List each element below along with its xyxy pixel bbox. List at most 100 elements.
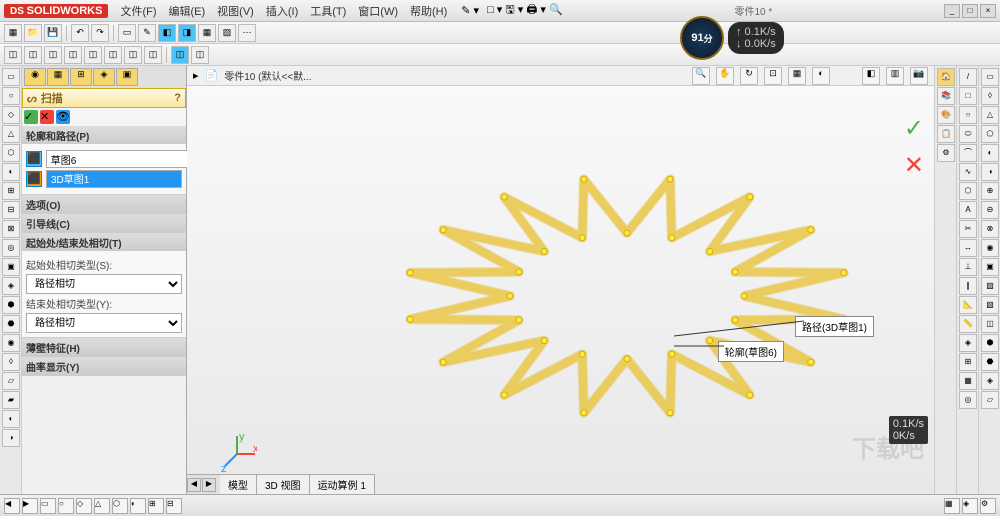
- tb-view4[interactable]: ▨: [218, 24, 236, 42]
- vp-view[interactable]: ▥: [886, 67, 904, 85]
- path-icon[interactable]: ⬛: [26, 171, 42, 187]
- rt1-4[interactable]: ⬭: [959, 125, 977, 143]
- ok-icon[interactable]: ✓: [24, 110, 38, 124]
- rt1-10[interactable]: ↔: [959, 239, 977, 257]
- view-triad[interactable]: x y z: [217, 434, 257, 474]
- fm-tab-2[interactable]: ▦: [47, 68, 69, 86]
- sb-5[interactable]: ◇: [76, 498, 92, 514]
- callout-path[interactable]: 路径(3D草图1): [795, 316, 874, 337]
- lt-3[interactable]: ◇: [2, 106, 20, 124]
- tab-3dview[interactable]: 3D 视图: [257, 475, 310, 494]
- menu-edit[interactable]: 编辑(E): [165, 1, 210, 21]
- close-button[interactable]: ×: [980, 4, 996, 18]
- rt2-16[interactable]: ⬣: [981, 353, 999, 371]
- part-name[interactable]: 零件10 (默认<<默...: [224, 68, 311, 83]
- tb2-1[interactable]: ◫: [4, 46, 22, 64]
- lt-4[interactable]: △: [2, 125, 20, 143]
- lt-2[interactable]: ○: [2, 87, 20, 105]
- sb-4[interactable]: ○: [58, 498, 74, 514]
- tab-motion[interactable]: 运动算例 1: [310, 475, 375, 494]
- rt2-3[interactable]: △: [981, 106, 999, 124]
- rt2-2[interactable]: ◊: [981, 87, 999, 105]
- rt2-7[interactable]: ⊕: [981, 182, 999, 200]
- rt2-14[interactable]: ◫: [981, 315, 999, 333]
- vp-rotate[interactable]: ↻: [740, 67, 758, 85]
- lt-5[interactable]: ⬡: [2, 144, 20, 162]
- rt1-17[interactable]: ▦: [959, 372, 977, 390]
- sb-1[interactable]: ◀: [4, 498, 20, 514]
- rt2-15[interactable]: ⬢: [981, 334, 999, 352]
- lt-15[interactable]: ◉: [2, 334, 20, 352]
- tangent-header[interactable]: 起始处/结束处相切(T): [22, 233, 186, 251]
- sb-2[interactable]: ▶: [22, 498, 38, 514]
- sb-10[interactable]: ⊟: [166, 498, 182, 514]
- options-header[interactable]: 选项(O): [22, 195, 186, 213]
- tb-sketch[interactable]: ✎: [138, 24, 156, 42]
- tb-more[interactable]: ⋯: [238, 24, 256, 42]
- sb-8[interactable]: ◐: [130, 498, 146, 514]
- profile-icon[interactable]: ⬛: [26, 151, 42, 167]
- menu-insert[interactable]: 插入(I): [262, 1, 302, 21]
- rt1-7[interactable]: ⬡: [959, 182, 977, 200]
- lt-20[interactable]: ◑: [2, 429, 20, 447]
- rt1-3[interactable]: ○: [959, 106, 977, 124]
- rt1-2[interactable]: □: [959, 87, 977, 105]
- menu-file[interactable]: 文件(F): [116, 1, 160, 21]
- tb-new[interactable]: ▦: [4, 24, 22, 42]
- profile-path-header[interactable]: 轮廓和路径(P): [22, 126, 186, 144]
- rt2-5[interactable]: ◐: [981, 144, 999, 162]
- tb-view3[interactable]: ▦: [198, 24, 216, 42]
- tb2-3[interactable]: ◫: [44, 46, 62, 64]
- sb-r2[interactable]: ◈: [962, 498, 978, 514]
- rt2-4[interactable]: ⬠: [981, 125, 999, 143]
- tb2-2[interactable]: ◫: [24, 46, 42, 64]
- fm-tab-5[interactable]: ▣: [116, 68, 138, 86]
- rt2-8[interactable]: ⊖: [981, 201, 999, 219]
- rt2-12[interactable]: ▨: [981, 277, 999, 295]
- menu-view[interactable]: 视图(V): [213, 1, 258, 21]
- minimize-button[interactable]: _: [944, 4, 960, 18]
- rt2-10[interactable]: ◉: [981, 239, 999, 257]
- profile-input[interactable]: [46, 150, 188, 168]
- rt2-11[interactable]: ▣: [981, 258, 999, 276]
- tab-scroll-right[interactable]: ▶: [202, 478, 216, 492]
- rt1-13[interactable]: 📐: [959, 296, 977, 314]
- vp-zoom[interactable]: 🔍: [692, 67, 710, 85]
- tb-save[interactable]: 💾: [44, 24, 62, 42]
- rt1-15[interactable]: ◈: [959, 334, 977, 352]
- rt1-16[interactable]: ⊞: [959, 353, 977, 371]
- rt1-1[interactable]: /: [959, 68, 977, 86]
- rt1-6[interactable]: ∿: [959, 163, 977, 181]
- sb-r3[interactable]: ⚙: [980, 498, 996, 514]
- help-icon[interactable]: ?: [174, 92, 181, 104]
- preview-icon[interactable]: 👁: [56, 110, 70, 124]
- tb2-9[interactable]: ◫: [171, 46, 189, 64]
- lt-7[interactable]: ⊞: [2, 182, 20, 200]
- lt-6[interactable]: ◐: [2, 163, 20, 181]
- tb-open[interactable]: 📁: [24, 24, 42, 42]
- rt2-17[interactable]: ◈: [981, 372, 999, 390]
- tb2-6[interactable]: ◫: [104, 46, 122, 64]
- rp-lib[interactable]: 📚: [937, 87, 955, 105]
- vp-pan[interactable]: ✋: [716, 67, 734, 85]
- tb-undo[interactable]: ↶: [71, 24, 89, 42]
- vp-camera[interactable]: 📷: [910, 67, 928, 85]
- lt-19[interactable]: ◐: [2, 410, 20, 428]
- lt-12[interactable]: ◈: [2, 277, 20, 295]
- vp-shade[interactable]: ◐: [812, 67, 830, 85]
- sb-6[interactable]: △: [94, 498, 110, 514]
- cancel-icon[interactable]: ✕: [40, 110, 54, 124]
- lt-11[interactable]: ▣: [2, 258, 20, 276]
- menu-tools[interactable]: 工具(T): [306, 1, 350, 21]
- rp-appear[interactable]: 🎨: [937, 106, 955, 124]
- lt-1[interactable]: ▭: [2, 68, 20, 86]
- tb-redo[interactable]: ↷: [91, 24, 109, 42]
- rt2-1[interactable]: ▭: [981, 68, 999, 86]
- tb-select[interactable]: ▭: [118, 24, 136, 42]
- tab-model[interactable]: 模型: [220, 475, 257, 494]
- vp-section[interactable]: ◧: [862, 67, 880, 85]
- tb2-7[interactable]: ◫: [124, 46, 142, 64]
- tree-expand-icon[interactable]: ▸: [193, 69, 199, 82]
- viewport[interactable]: ▸ 📄 零件10 (默认<<默... 🔍 ✋ ↻ ⊡ ▦ ◐ ◧ ▥ 📷 ✓ ✕…: [187, 66, 934, 494]
- rt2-6[interactable]: ◑: [981, 163, 999, 181]
